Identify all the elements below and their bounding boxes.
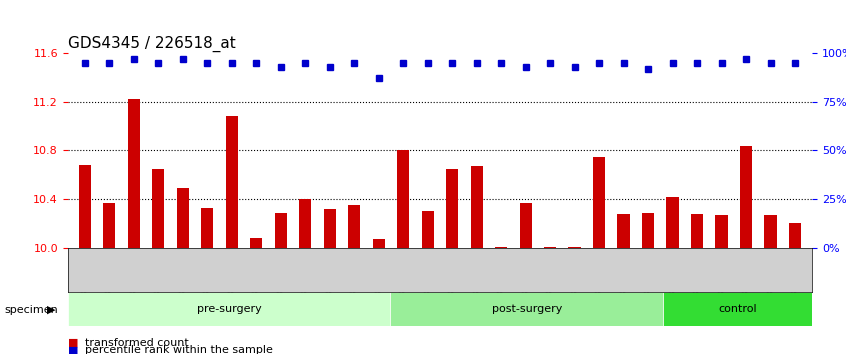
Bar [495,247,508,248]
Text: ▶: ▶ [47,305,55,315]
Bar [544,247,556,248]
Bar [128,99,140,248]
Bar [740,145,752,248]
Bar [593,156,605,248]
Bar [79,165,91,248]
Text: ■: ■ [68,338,78,348]
Bar [372,239,385,248]
Bar [226,116,238,248]
FancyBboxPatch shape [68,292,390,326]
Bar [275,212,287,248]
Bar [323,209,336,248]
Bar [446,169,459,248]
Bar [642,212,654,248]
Bar [470,166,483,248]
Text: post-surgery: post-surgery [492,304,562,314]
Bar [519,203,532,248]
Bar [299,199,311,248]
Bar [667,197,678,248]
Bar [569,247,580,248]
Bar [788,223,801,248]
FancyBboxPatch shape [663,292,812,326]
Text: transformed count: transformed count [85,338,189,348]
Text: GDS4345 / 226518_at: GDS4345 / 226518_at [68,35,235,52]
Bar [348,205,360,248]
Text: ■: ■ [68,346,78,354]
Bar [201,208,213,248]
Bar [691,214,703,248]
Bar [421,211,434,248]
Bar [716,215,728,248]
Text: pre-surgery: pre-surgery [196,304,261,314]
Bar [765,215,777,248]
Bar [397,150,409,248]
Text: specimen: specimen [4,305,58,315]
Text: percentile rank within the sample: percentile rank within the sample [85,346,272,354]
Bar [250,238,262,248]
Text: control: control [718,304,757,314]
Bar [103,203,115,248]
Bar [618,214,629,248]
Bar [177,188,189,248]
FancyBboxPatch shape [390,292,663,326]
Bar [152,169,164,248]
